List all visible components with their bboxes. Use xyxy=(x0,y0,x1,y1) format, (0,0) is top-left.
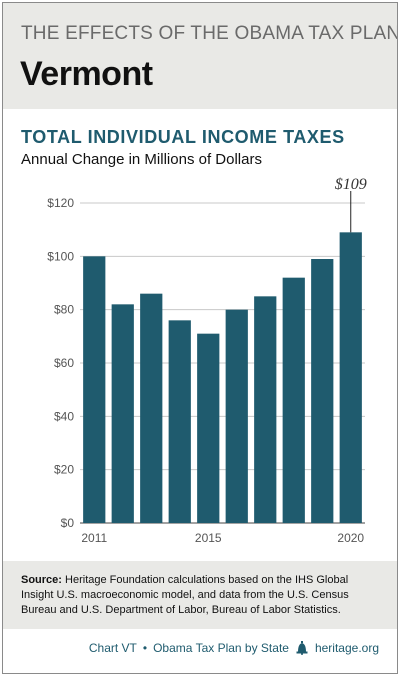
bar-2015 xyxy=(197,333,220,523)
footer-series: Obama Tax Plan by State xyxy=(153,641,289,655)
source-panel: Source: Heritage Foundation calculations… xyxy=(3,561,397,629)
x-tick-label: 2015 xyxy=(195,531,222,545)
source-text: Heritage Foundation calculations based o… xyxy=(21,574,349,616)
bar-2020 xyxy=(339,232,362,524)
chart-id: Chart VT xyxy=(88,641,137,655)
y-tick-label: $100 xyxy=(47,249,74,263)
bar-chart: $0 $20 $40 $60 $80 $100 $120 2011 2015 2020 $109 xyxy=(47,176,367,545)
header-panel: THE EFFECTS OF THE OBAMA TAX PLAN Vermon… xyxy=(3,3,397,109)
state-title: Vermont xyxy=(20,55,153,93)
bar-2018 xyxy=(282,277,305,523)
series-title: THE EFFECTS OF THE OBAMA TAX PLAN xyxy=(21,23,398,44)
bar-2012 xyxy=(111,304,134,523)
chart-subtitle: Annual Change in Millions of Dollars xyxy=(21,151,262,168)
y-tick-label: $40 xyxy=(54,409,74,423)
footer: Chart VT • Obama Tax Plan by State herit… xyxy=(3,629,397,673)
bar-2019 xyxy=(311,259,334,523)
bar-2016 xyxy=(225,309,248,523)
y-tick-label: $0 xyxy=(61,516,75,530)
bar-2017 xyxy=(254,296,277,523)
bar-2014 xyxy=(168,320,191,523)
annotation-label: $109 xyxy=(335,176,367,193)
source-note: Source: Heritage Foundation calculations… xyxy=(21,573,383,618)
liberty-bell-icon xyxy=(295,641,309,655)
bar-2011 xyxy=(83,256,106,523)
bullet-separator: • xyxy=(142,641,148,655)
bar-2013 xyxy=(140,293,163,523)
chart-title: TOTAL INDIVIDUAL INCOME TAXES xyxy=(21,127,345,147)
x-tick-label: 2011 xyxy=(81,531,107,545)
y-tick-label: $120 xyxy=(47,196,74,210)
x-tick-label: 2020 xyxy=(337,531,364,545)
y-tick-label: $60 xyxy=(54,356,74,370)
y-tick-label: $80 xyxy=(54,303,74,317)
footer-site: heritage.org xyxy=(314,641,379,655)
footer-line: Chart VT • Obama Tax Plan by State herit… xyxy=(89,641,379,655)
source-label: Source: xyxy=(21,574,62,586)
y-tick-label: $20 xyxy=(54,463,74,477)
